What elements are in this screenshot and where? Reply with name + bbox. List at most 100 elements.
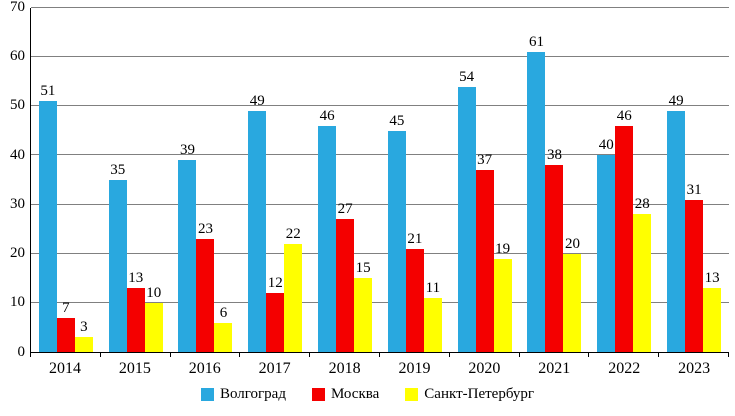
bar-Волгоград-2020 [457, 86, 476, 352]
legend-item-Москва: Москва [311, 386, 380, 403]
bar-Москва-2021 [545, 165, 564, 352]
bar-Волгоград-2017 [248, 111, 267, 352]
bar-value-label: 61 [528, 34, 544, 51]
gridline [31, 56, 729, 58]
bar-wrap: 12 [266, 8, 285, 352]
bar-value-label: 3 [80, 319, 88, 336]
bar-wrap: 6 [214, 8, 233, 352]
x-tick-label-2018: 2018 [328, 360, 361, 377]
x-tick-mark [727, 353, 729, 357]
bar-Санкт-Петербург-2021 [563, 253, 582, 352]
bar-Волгоград-2022 [597, 155, 616, 352]
y-tick-label: 50 [10, 97, 25, 114]
bar-wrap: 11 [423, 8, 442, 352]
bar-Волгоград-2018 [318, 125, 337, 352]
x-tick-label-2017: 2017 [258, 360, 291, 377]
bar-group-2019: 45 21 11 [380, 8, 450, 352]
x-tick-label-2023: 2023 [678, 360, 711, 377]
bar-value-label: 6 [219, 304, 228, 321]
y-tick-label: 30 [10, 195, 25, 212]
x-tick-label-2022: 2022 [608, 360, 641, 377]
legend-label: Санкт-Петербург [424, 386, 535, 402]
x-tick-label-2021: 2021 [538, 360, 571, 377]
legend-item-Санкт-Петербург: Санкт-Петербург [405, 386, 534, 403]
legend-swatch [405, 388, 419, 401]
bar-value-label: 20 [564, 235, 580, 252]
chart-legend: Волгоград Москва Санкт-Петербург [0, 386, 735, 403]
x-tick-mark [99, 353, 101, 357]
bar-value-label: 27 [337, 201, 353, 218]
plot-row: 0 10 20 30 40 50 60 70 51 7 3 35 13 10 39 23 6 49 12 22 46 2… [0, 0, 735, 359]
bar-Санкт-Петербург-2014 [74, 337, 93, 352]
bar-wrap: 20 [563, 8, 582, 352]
bar-Волгоград-2021 [527, 52, 546, 352]
bar-value-label: 19 [495, 240, 511, 257]
legend-item-Волгоград: Волгоград [200, 386, 286, 403]
bar-wrap: 13 [703, 8, 722, 352]
bar-wrap: 46 [615, 8, 634, 352]
y-tick-label: 60 [10, 48, 25, 65]
bar-group-2023: 49 31 13 [659, 8, 729, 352]
bar-Москва-2022 [615, 125, 634, 352]
x-tick-label-2015: 2015 [118, 360, 151, 377]
bar-value-label: 45 [389, 112, 405, 129]
x-axis-ticks [30, 353, 729, 357]
bar-value-label: 7 [62, 299, 70, 316]
bar-wrap: 49 [667, 8, 686, 352]
y-tick-label: 10 [10, 294, 25, 311]
y-tick-label: 70 [10, 0, 25, 15]
x-tick-mark [588, 353, 590, 357]
legend-label: Москва [330, 386, 380, 402]
bar-Волгоград-2014 [38, 101, 57, 352]
bar-Санкт-Петербург-2019 [423, 297, 442, 352]
bar-Москва-2014 [56, 317, 75, 352]
bar-wrap: 22 [284, 8, 303, 352]
x-tick-mark [239, 353, 241, 357]
bar-Москва-2017 [266, 293, 285, 352]
bar-value-label: 37 [477, 152, 493, 169]
bar-Санкт-Петербург-2016 [214, 322, 233, 352]
bar-value-label: 40 [598, 137, 614, 154]
bar-value-label: 12 [267, 275, 283, 292]
bar-Москва-2018 [336, 219, 355, 352]
bar-value-label: 46 [319, 107, 335, 124]
gridline [31, 154, 729, 156]
bar-Санкт-Петербург-2020 [493, 258, 512, 352]
bar-group-2016: 39 23 6 [171, 8, 241, 352]
bar-value-label: 54 [459, 68, 475, 85]
bar-wrap: 13 [126, 8, 145, 352]
legend-swatch [200, 388, 214, 401]
bar-group-2015: 35 13 10 [101, 8, 171, 352]
bar-group-2021: 61 38 20 [520, 8, 590, 352]
x-tick-label-2014: 2014 [48, 360, 81, 377]
gridline [31, 105, 729, 107]
bar-Санкт-Петербург-2017 [284, 243, 303, 352]
bar-Москва-2016 [196, 238, 215, 352]
bar-group-2017: 49 12 22 [240, 8, 310, 352]
bar-Волгоград-2019 [387, 130, 406, 352]
bar-group-2020: 54 37 19 [450, 8, 520, 352]
bar-value-label: 28 [634, 196, 650, 213]
bar-wrap: 38 [545, 8, 564, 352]
y-tick-label: 20 [10, 245, 25, 262]
bar-wrap: 51 [38, 8, 57, 352]
bar-wrap: 28 [633, 8, 652, 352]
bar-group-2018: 46 27 15 [310, 8, 380, 352]
x-tick-mark [658, 353, 660, 357]
bar-value-label: 38 [546, 147, 562, 164]
x-tick-mark [518, 353, 520, 357]
bar-wrap: 61 [527, 8, 546, 352]
bar-value-label: 35 [110, 162, 126, 178]
bar-value-label: 10 [146, 284, 162, 301]
bar-wrap: 54 [457, 8, 476, 352]
x-axis-labels: 2014 2015 2016 2017 2018 2019 2020 2021 2022 2023 [30, 357, 729, 378]
x-tick-label-2016: 2016 [188, 360, 221, 377]
bar-wrap: 46 [318, 8, 337, 352]
bar-value-label: 21 [407, 230, 423, 247]
bar-wrap: 19 [493, 8, 512, 352]
bar-Волгоград-2016 [178, 160, 197, 352]
bar-Москва-2019 [405, 248, 424, 352]
plot-area: 51 7 3 35 13 10 39 23 6 49 12 22 46 27 15 45 21 11 54 37 19 6… [30, 7, 729, 353]
bar-wrap: 10 [144, 8, 163, 352]
